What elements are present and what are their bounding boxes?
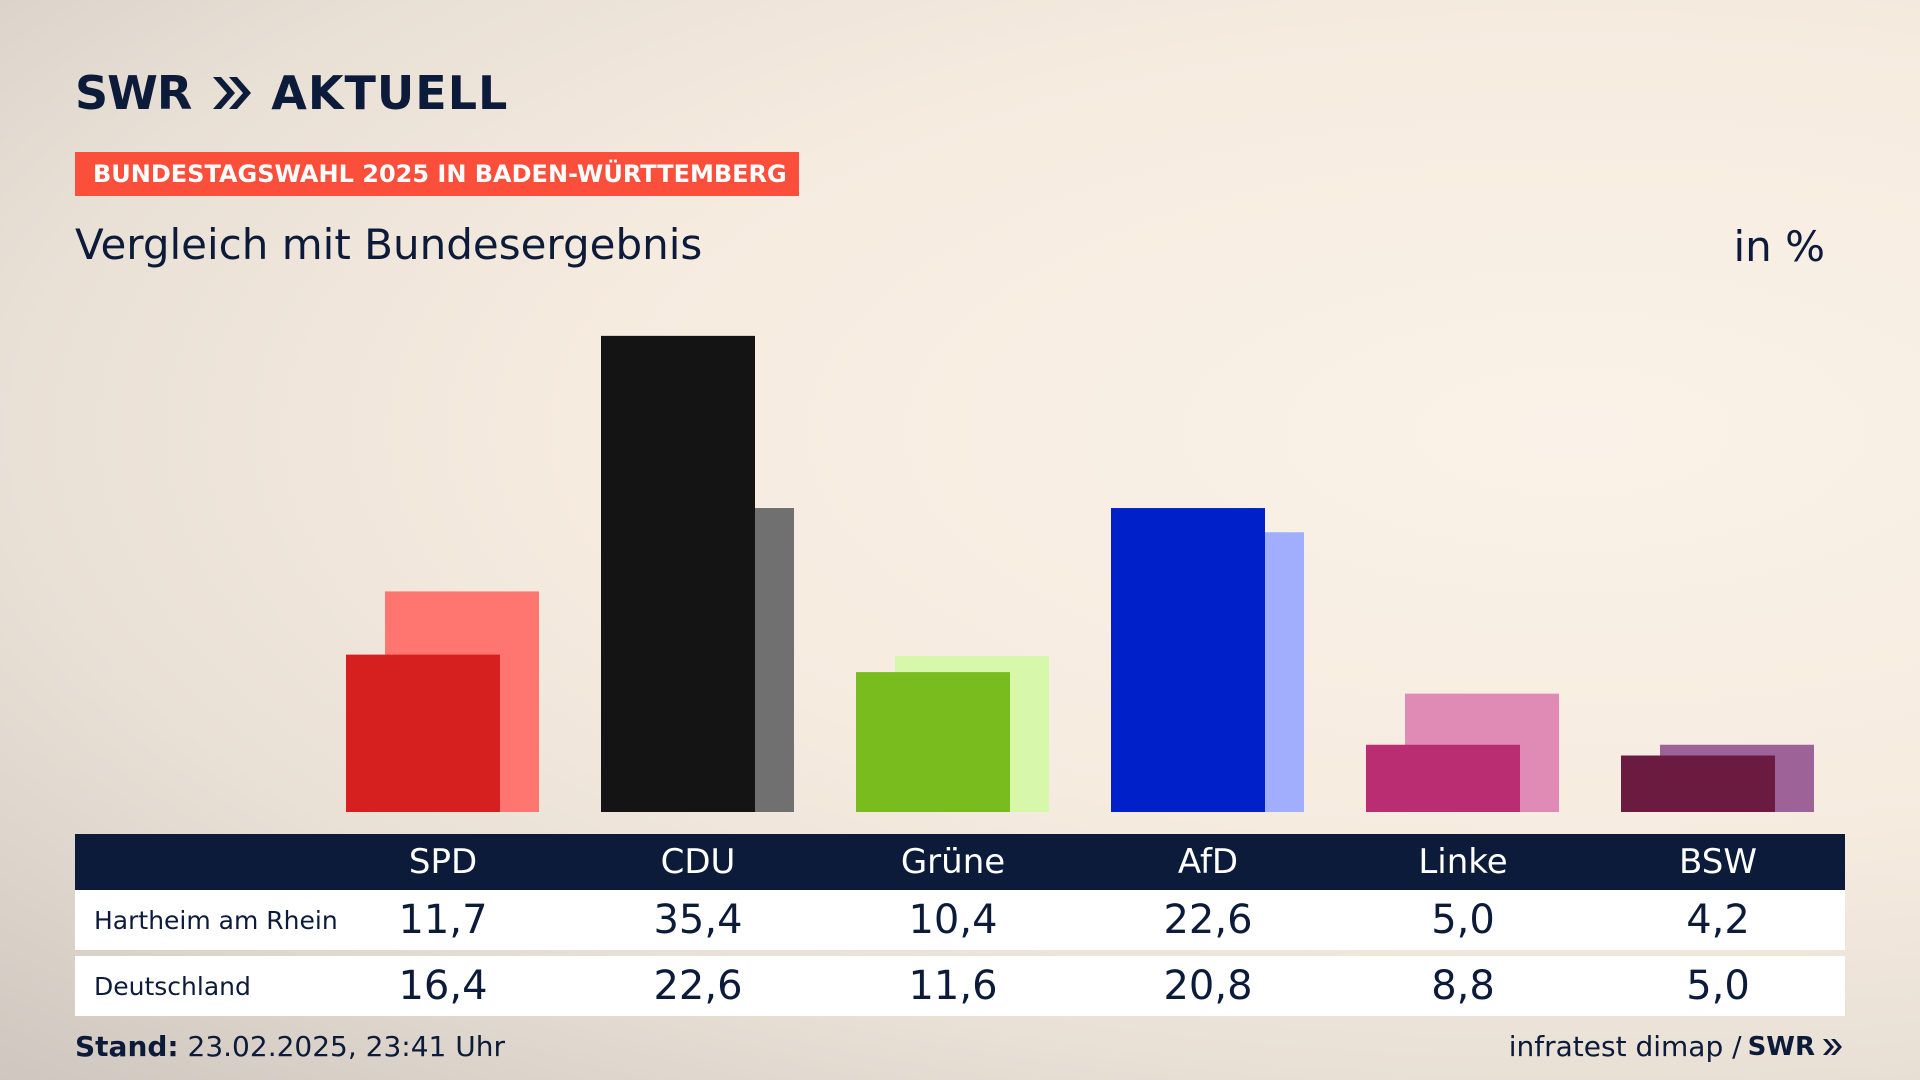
stand-label: Stand: bbox=[75, 1030, 179, 1063]
double-chevron-right-icon-small bbox=[1823, 1038, 1842, 1055]
bar-hartheim-cdu bbox=[601, 335, 755, 812]
table-cell-value: 35,4 bbox=[653, 897, 743, 943]
double-chevron-right-icon bbox=[213, 77, 252, 109]
stand-value: 23.02.2025, 23:41 Uhr bbox=[187, 1030, 505, 1063]
logo-aktuell-text: AKTUELL bbox=[271, 66, 509, 120]
table-row-deutschland: Deutschland 16,4 22,6 11,6 20,8 8,8 5,0 bbox=[75, 956, 1845, 1016]
table-cell-value: 4,2 bbox=[1686, 897, 1750, 943]
unit-label: in % bbox=[1733, 222, 1825, 271]
swr-small-logo: SWR bbox=[1747, 1031, 1815, 1062]
table-cell-value: 5,0 bbox=[1686, 963, 1750, 1009]
table-cell-value: 22,6 bbox=[653, 963, 743, 1009]
row-label-deutschland: Deutschland bbox=[94, 971, 251, 1001]
table-row-hartheim: Hartheim am Rhein 11,7 35,4 10,4 22,6 5,0 4,2 bbox=[75, 890, 1845, 950]
table-cell-value: 8,8 bbox=[1431, 963, 1495, 1009]
table-cell-value: 11,6 bbox=[908, 963, 998, 1009]
table-cell-value: 20,8 bbox=[1163, 963, 1253, 1009]
column-header-spd: SPD bbox=[408, 842, 478, 882]
column-header-cdu: CDU bbox=[660, 842, 736, 882]
table-cell-value: 11,7 bbox=[398, 897, 488, 943]
row-label-hartheim: Hartheim am Rhein bbox=[94, 905, 338, 935]
chart-subtitle: Vergleich mit Bundesergebnis bbox=[75, 220, 703, 269]
topic-kicker: BUNDESTAGSWAHL 2025 IN BADEN-WÜRTTEMBERG bbox=[75, 152, 799, 196]
results-table: SPD CDU Grüne AfD Linke BSW Hartheim am Rhein… bbox=[75, 834, 1845, 1016]
column-header-grüne: Grüne bbox=[900, 842, 1006, 882]
swr-aktuell-logo: SWR AKTUELL bbox=[75, 66, 509, 120]
table-cell-value: 22,6 bbox=[1163, 897, 1253, 943]
bar-hartheim-grüne bbox=[856, 672, 1010, 812]
bar-hartheim-spd bbox=[346, 654, 500, 812]
bar-hartheim-linke bbox=[1366, 744, 1520, 812]
timestamp: Stand: 23.02.2025, 23:41 Uhr bbox=[75, 1030, 505, 1063]
column-header-afd: AfD bbox=[1177, 842, 1239, 882]
table-header-row: SPD CDU Grüne AfD Linke BSW bbox=[75, 834, 1845, 890]
source-credit: infratest dimap / SWR bbox=[1509, 1030, 1843, 1063]
column-header-bsw: BSW bbox=[1679, 842, 1757, 882]
bar-hartheim-afd bbox=[1111, 508, 1265, 812]
source-text: infratest dimap / bbox=[1508, 1030, 1742, 1063]
table-cell-value: 5,0 bbox=[1431, 897, 1495, 943]
table-cell-value: 10,4 bbox=[908, 897, 998, 943]
table-cell-value: 16,4 bbox=[398, 963, 488, 1009]
logo-swr-text: SWR bbox=[75, 66, 192, 120]
bar-hartheim-bsw bbox=[1621, 755, 1775, 812]
column-header-linke: Linke bbox=[1418, 842, 1508, 882]
